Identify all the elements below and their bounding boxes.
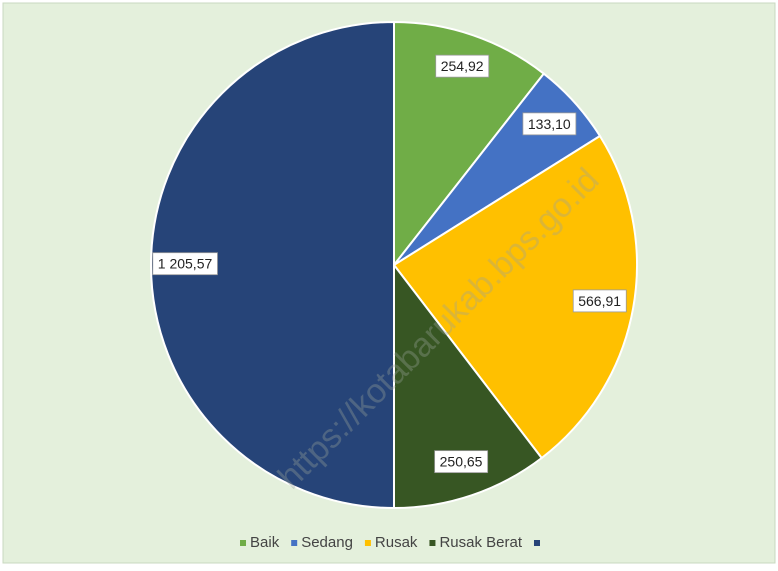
pie-slice	[392, 262, 544, 510]
legend-label: Sedang	[301, 534, 353, 551]
legend-label: Rusak Berat	[439, 534, 522, 551]
pie-slice	[150, 20, 395, 510]
legend-marker	[429, 540, 436, 546]
legend-marker	[364, 540, 371, 546]
legend-marker	[291, 540, 298, 546]
legend-label: Rusak	[375, 534, 418, 551]
pie-slice	[392, 134, 638, 460]
pie	[150, 20, 638, 510]
data-label: 566,91	[578, 293, 621, 309]
data-label-box	[572, 289, 627, 313]
data-label: 133,10	[528, 116, 571, 132]
data-label: 250,65	[440, 454, 483, 470]
legend-marker	[240, 540, 247, 546]
legend-marker	[533, 540, 540, 546]
data-label: 254,92	[441, 58, 484, 74]
data-label: 1 205,57	[158, 256, 213, 272]
pie-slice	[393, 20, 546, 268]
data-label-box	[435, 54, 490, 78]
legend-label: Baik	[250, 534, 280, 551]
data-label-box	[522, 112, 577, 136]
data-labels: 254,92 133,10 566,91 250,65 1 205,57	[152, 54, 627, 474]
legend: Baik Sedang Rusak Rusak Berat	[240, 534, 540, 551]
data-label-box	[434, 450, 489, 474]
data-label-box	[152, 252, 218, 276]
